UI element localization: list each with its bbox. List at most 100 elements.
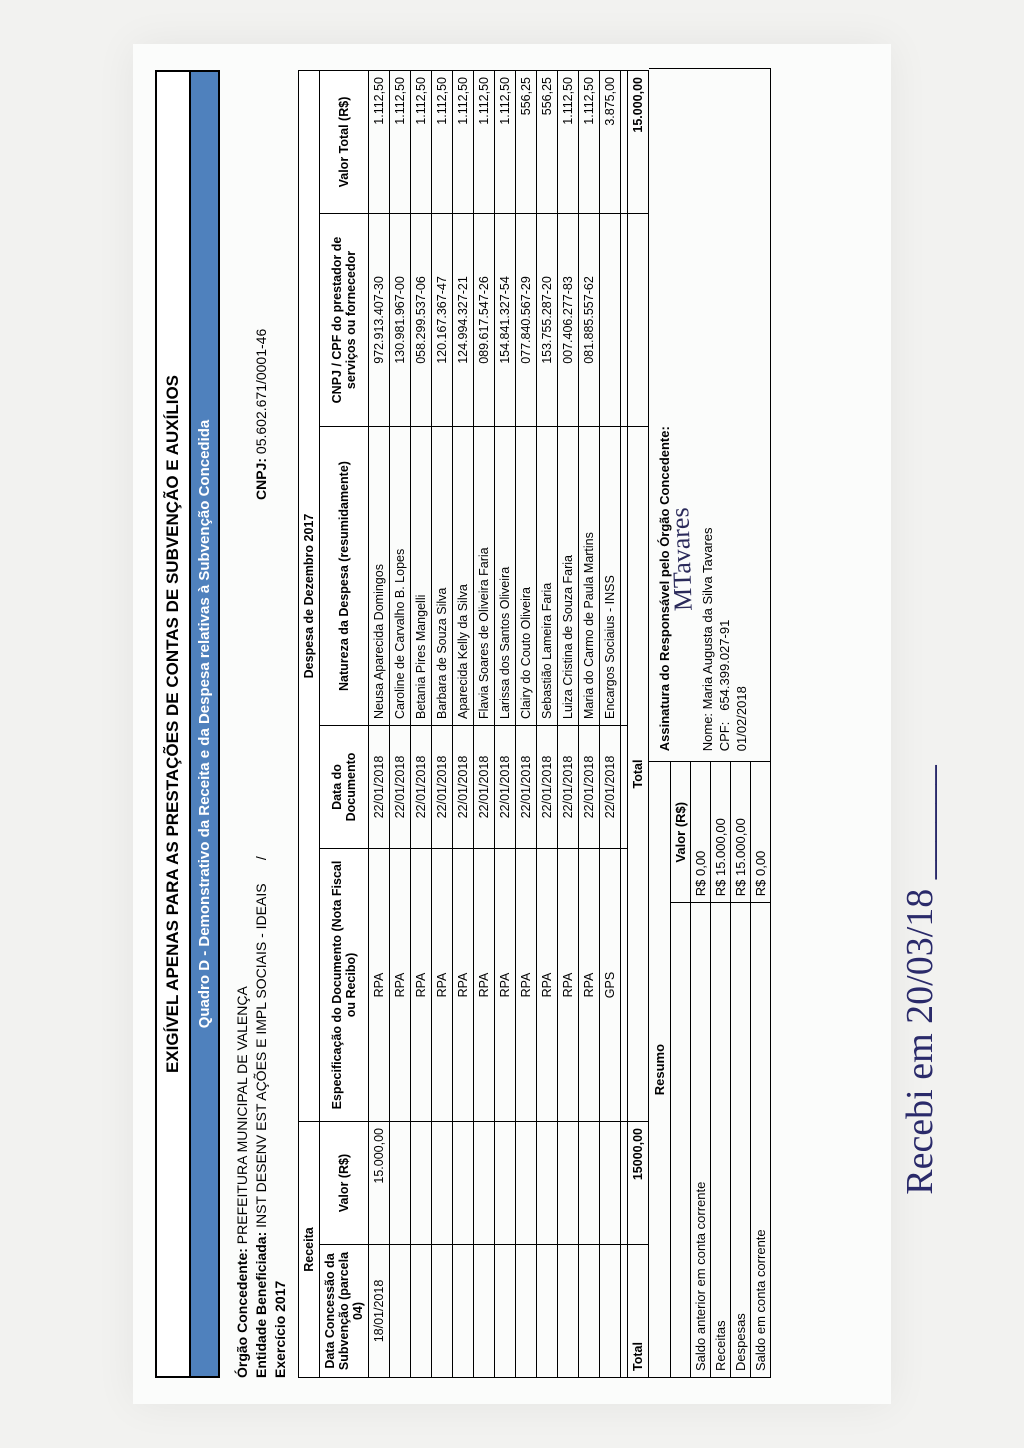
- document-sheet: EXIGÍVEL APENAS PARA AS PRESTAÇÕES DE CO…: [133, 44, 891, 1404]
- cell-valor-total: 556,25: [537, 71, 558, 214]
- entidade-label: Entidade Beneficiada:: [253, 1232, 269, 1378]
- signature-line1: Assinatura do Responsável pelo Órgão Con…: [657, 79, 672, 751]
- handwritten-note: Recebi em 20/03/18 ______: [898, 765, 942, 1195]
- total-label2: Total: [628, 427, 649, 1122]
- cell-natureza: Aparecida Kelly da Silva: [453, 427, 474, 726]
- cell-cnpj: 153.755.287-20: [537, 214, 558, 427]
- cell-data-concessao: [621, 1245, 628, 1378]
- cell-data-doc: [621, 726, 628, 849]
- cell-valor-total: 1.112,50: [495, 71, 516, 214]
- cell-cnpj: 154.841.327-54: [495, 214, 516, 427]
- col-cnpj: CNPJ / CPF do prestador de serviços ou f…: [320, 214, 369, 427]
- cell-data-doc: 22/01/2018: [495, 726, 516, 849]
- resumo-label: Saldo em conta corrente: [751, 902, 770, 1377]
- info-exercicio: Exercício 2017: [272, 70, 288, 1378]
- signature-date: 01/02/2018: [734, 79, 749, 751]
- cell-data-concessao: [453, 1245, 474, 1378]
- cell-data-concessao: [579, 1245, 600, 1378]
- resumo-label: Despesas: [731, 902, 751, 1377]
- page: EXIGÍVEL APENAS PARA AS PRESTAÇÕES DE CO…: [0, 0, 1024, 1448]
- col-valor: Valor (R$): [320, 1122, 369, 1245]
- cell-natureza: Flavia Soares de Oliveira Faria: [474, 427, 495, 726]
- cell-espec: RPA: [453, 849, 474, 1122]
- cell-espec: RPA: [369, 849, 390, 1122]
- cell-natureza: Maria do Carmo de Paula Martins: [579, 427, 600, 726]
- bottom-row: Resumo Valor (R$) Saldo anterior em cont…: [649, 68, 771, 1378]
- header-despesa: Despesa de Dezembro 2017: [299, 71, 320, 1122]
- table-row: RPA22/01/2018Sebastião Lameira Faria153.…: [537, 71, 558, 1378]
- signature-scribble: MTavares: [665, 507, 699, 612]
- cell-espec: RPA: [432, 849, 453, 1122]
- table-row: RPA22/01/2018Caroline de Carvalho B. Lop…: [390, 71, 411, 1378]
- cell-data-concessao: [495, 1245, 516, 1378]
- cell-natureza: Clairy do Couto Oliveira: [516, 427, 537, 726]
- entidade-sep: /: [253, 856, 269, 860]
- cell-cnpj: 130.981.967-00: [390, 214, 411, 427]
- cell-cnpj: 972.913.407-30: [369, 214, 390, 427]
- nome-label: Nome:: [700, 713, 715, 751]
- cell-data-concessao: [432, 1245, 453, 1378]
- table-row: RPA22/01/2018Clairy do Couto Oliveira077…: [516, 71, 537, 1378]
- cpf-label: CPF:: [717, 722, 732, 752]
- subtitle-band: Quadro D - Demonstrativo da Receita e da…: [191, 70, 220, 1378]
- cell-espec: RPA: [579, 849, 600, 1122]
- cell-espec: RPA: [495, 849, 516, 1122]
- resumo-valor-header: Valor (R$): [671, 762, 691, 902]
- cell-valor-total: 1.112,50: [474, 71, 495, 214]
- info-block: Órgão Concedente: PREFEITURA MUNICIPAL D…: [234, 70, 288, 1378]
- cell-valor-total: 556,25: [516, 71, 537, 214]
- cell-data-doc: 22/01/2018: [558, 726, 579, 849]
- resumo-label: Saldo anterior em conta corrente: [691, 902, 711, 1377]
- resumo-value: R$ 15.000,00: [731, 762, 751, 902]
- cell-data-concessao: [390, 1245, 411, 1378]
- cell-receita-valor: [516, 1122, 537, 1245]
- table-row: RPA22/01/2018Flavia Soares de Oliveira F…: [474, 71, 495, 1378]
- cell-data-concessao: [558, 1245, 579, 1378]
- cell-natureza: [621, 427, 628, 726]
- cell-data-doc: 22/01/2018: [453, 726, 474, 849]
- cell-espec: RPA: [474, 849, 495, 1122]
- resumo-value: R$ 0,00: [691, 762, 711, 902]
- cell-cnpj: 120.167.367-47: [432, 214, 453, 427]
- cell-espec: RPA: [411, 849, 432, 1122]
- orgao-label: Órgão Concedente:: [234, 1248, 250, 1378]
- band-right: [191, 72, 218, 120]
- table-row: RPA22/01/2018Barbara de Souza Silva120.1…: [432, 71, 453, 1378]
- total-blank: [628, 214, 649, 427]
- cpf-value: 654.399.027-91: [717, 620, 732, 711]
- table-row: RPA22/01/2018Luiza Cristina de Souza Far…: [558, 71, 579, 1378]
- cnpj-value: 05.602.671/0001-46: [253, 329, 269, 454]
- table-row: RPA22/01/2018Betania Pires Mangelli058.2…: [411, 71, 432, 1378]
- entidade-value: INST DESENV EST AÇÕES E IMPL SOCIAIS - I…: [253, 883, 269, 1227]
- signature-nome: Nome: Maria Augusta da Silva Tavares: [700, 79, 715, 751]
- cell-natureza: Caroline de Carvalho B. Lopes: [390, 427, 411, 726]
- cell-espec: RPA: [390, 849, 411, 1122]
- cell-espec: [621, 849, 628, 1122]
- col-natureza: Natureza da Despesa (resumidamente): [320, 427, 369, 726]
- cell-valor-total: 1.112,50: [579, 71, 600, 214]
- cell-data-doc: 22/01/2018: [516, 726, 537, 849]
- table-row: RPA22/01/2018Aparecida Kelly da Silva124…: [453, 71, 474, 1378]
- cell-data-doc: 22/01/2018: [537, 726, 558, 849]
- signature-box: Assinatura do Responsável pelo Órgão Con…: [649, 69, 770, 761]
- cell-data-concessao: [600, 1245, 621, 1378]
- resumo-value: R$ 0,00: [751, 762, 770, 902]
- cell-valor-total: 1.112,50: [369, 71, 390, 214]
- cell-cnpj: 077.840.567-29: [516, 214, 537, 427]
- cell-data-doc: 22/01/2018: [369, 726, 390, 849]
- cell-data-doc: 22/01/2018: [390, 726, 411, 849]
- resumo-value: R$ 15.000,00: [711, 762, 731, 902]
- resumo-grid: Valor (R$) Saldo anterior em conta corre…: [671, 762, 770, 1377]
- table-row: RPA22/01/2018Maria do Carmo de Paula Mar…: [579, 71, 600, 1378]
- cell-data-doc: 22/01/2018: [474, 726, 495, 849]
- col-espec: Especificação do Documento (Nota Fiscal …: [320, 849, 369, 1122]
- resumo-label: Receitas: [711, 902, 731, 1377]
- cell-receita-valor: 15.000,00: [369, 1122, 390, 1245]
- cell-data-concessao: [516, 1245, 537, 1378]
- resumo-box: Resumo Valor (R$) Saldo anterior em cont…: [649, 761, 770, 1377]
- resumo-title: Resumo: [649, 762, 671, 1377]
- cell-cnpj: 007.406.277-83: [558, 214, 579, 427]
- cell-cnpj: [621, 214, 628, 427]
- cell-natureza: Neusa Aparecida Domingos: [369, 427, 390, 726]
- cell-data-doc: 22/01/2018: [600, 726, 621, 849]
